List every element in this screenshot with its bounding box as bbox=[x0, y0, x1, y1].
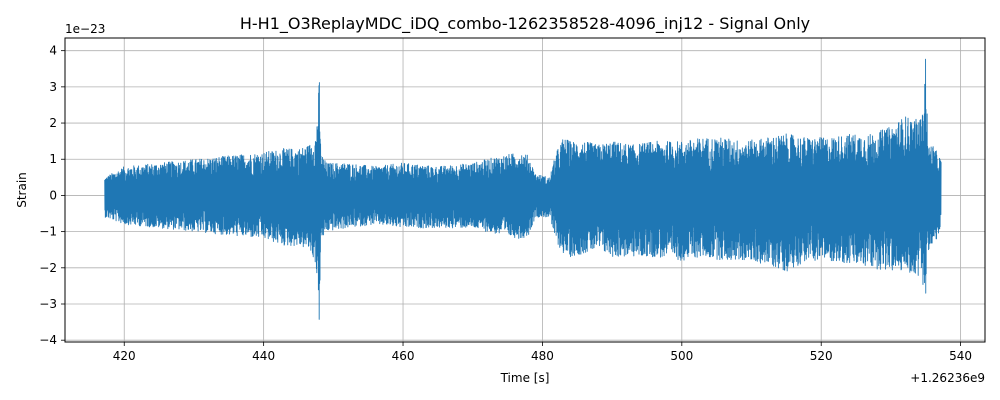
y-tick-label: −4 bbox=[39, 333, 57, 347]
y-tick-label: 1 bbox=[49, 152, 57, 166]
y-tick-label: 2 bbox=[49, 116, 57, 130]
y-axis-label: Strain bbox=[15, 172, 29, 208]
x-tick-label: 500 bbox=[670, 349, 693, 363]
x-tick-label: 480 bbox=[531, 349, 554, 363]
x-tick-label: 420 bbox=[113, 349, 136, 363]
y-axis-ticks: −4 −3 −2 −1 0 1 2 3 4 bbox=[39, 44, 65, 347]
x-offset-label: +1.26236e9 bbox=[910, 371, 985, 385]
x-axis-ticks: 420 440 460 480 500 520 540 bbox=[113, 342, 972, 363]
x-tick-label: 460 bbox=[392, 349, 415, 363]
x-tick-label: 520 bbox=[810, 349, 833, 363]
y-tick-label: −3 bbox=[39, 297, 57, 311]
chart-title: H-H1_O3ReplayMDC_iDQ_combo-1262358528-40… bbox=[240, 14, 810, 34]
y-scale-label: 1e−23 bbox=[65, 22, 105, 36]
y-tick-label: 3 bbox=[49, 80, 57, 94]
x-tick-label: 440 bbox=[252, 349, 275, 363]
signal-line bbox=[104, 58, 942, 320]
plot-frame bbox=[64, 37, 986, 343]
x-axis-label: Time [s] bbox=[500, 371, 550, 385]
signal-series bbox=[104, 58, 942, 320]
y-tick-label: 0 bbox=[49, 188, 57, 202]
y-tick-label: −2 bbox=[39, 261, 57, 275]
y-tick-label: −1 bbox=[39, 225, 57, 239]
y-tick-label: 4 bbox=[49, 44, 57, 58]
x-tick-label: 540 bbox=[949, 349, 972, 363]
